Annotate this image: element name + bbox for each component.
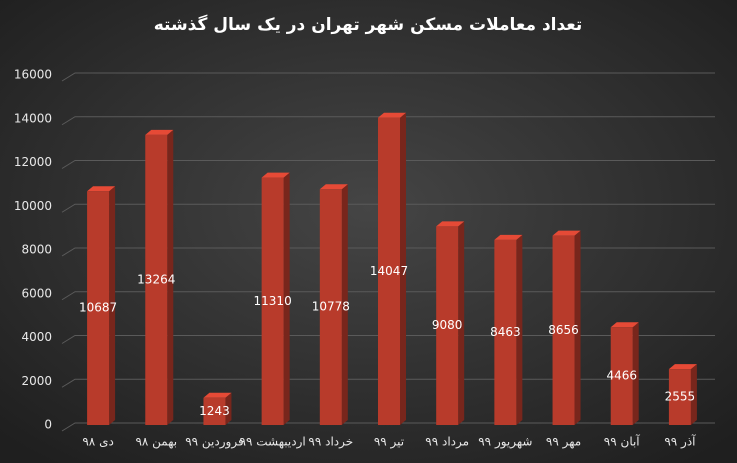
x-tick-label: مهر ۹۹	[546, 435, 581, 450]
bar-front	[378, 117, 400, 426]
bar	[552, 230, 581, 425]
bar-top	[145, 129, 174, 135]
x-tick-label: آذر ۹۹	[664, 434, 696, 450]
y-tick-label: 12000	[14, 155, 52, 169]
x-tick-label: آبان ۹۹	[604, 434, 641, 449]
bar-top	[668, 364, 697, 370]
bar-side	[632, 322, 639, 425]
value-label: 10778	[312, 300, 350, 314]
value-label: 11310	[254, 294, 292, 308]
value-label: 2555	[665, 390, 696, 404]
bar-side	[225, 392, 232, 425]
bar-side	[574, 230, 581, 425]
bar-side	[400, 112, 406, 426]
x-tick-label: دی ۹۸	[82, 435, 113, 449]
bar-top	[436, 221, 465, 227]
bar-front	[319, 189, 342, 425]
value-label: 9080	[432, 318, 463, 332]
value-label: 4466	[606, 369, 637, 383]
bar	[145, 129, 174, 425]
bar-top	[87, 186, 116, 192]
x-tick-label: اردیبهشت ۹۹	[240, 435, 306, 450]
value-label: 1243	[199, 404, 230, 418]
y-tick-label: 10000	[14, 199, 52, 213]
bar-front	[610, 327, 633, 425]
bar-top	[552, 230, 581, 236]
bar	[203, 392, 232, 425]
grid-line	[61, 160, 715, 169]
x-tick-label: شهریور ۹۹	[478, 435, 532, 450]
bar-front	[552, 235, 575, 425]
y-tick-label: 16000	[14, 68, 52, 82]
bar-side	[458, 221, 465, 425]
y-tick-label: 2000	[21, 374, 52, 388]
bar-top	[261, 172, 290, 178]
bar-side	[516, 234, 523, 425]
bar-top	[610, 322, 639, 328]
bar-front	[203, 397, 226, 425]
grid-line	[61, 72, 715, 82]
bar-side	[167, 129, 174, 425]
bar	[610, 322, 639, 425]
value-label: 8656	[548, 323, 579, 337]
y-tick-label: 8000	[21, 243, 52, 257]
x-tick-label: فروردین ۹۹	[185, 435, 243, 450]
bar-top	[203, 392, 232, 398]
y-tick-label: 0	[44, 418, 52, 432]
bar-front	[145, 134, 168, 425]
bar-front	[494, 239, 517, 425]
bar-front	[87, 191, 110, 425]
x-tick-label: بهمن ۹۸	[135, 435, 177, 450]
value-label: 10687	[79, 301, 117, 315]
x-tick-label: تیر ۹۹	[374, 435, 404, 450]
bar-top	[378, 112, 406, 118]
value-label: 8463	[490, 325, 521, 339]
bar	[494, 234, 523, 425]
bar-front	[261, 177, 284, 425]
bar-top	[319, 184, 348, 190]
bar-side	[283, 172, 290, 425]
bar-side	[690, 364, 697, 425]
value-label: 13264	[137, 272, 175, 286]
y-tick-label: 14000	[14, 111, 52, 125]
bar	[668, 364, 697, 425]
bar-top	[494, 234, 523, 240]
bar	[87, 186, 116, 425]
bar	[378, 112, 406, 426]
value-label: 14047	[370, 264, 408, 278]
bar	[261, 172, 290, 425]
grid-line	[61, 203, 715, 213]
chart-title: تعداد معاملات مسکن شهر تهران در یک سال گ…	[154, 14, 583, 35]
y-tick-label: 4000	[21, 330, 52, 344]
bar	[436, 221, 465, 425]
bar	[319, 184, 348, 425]
grid-line	[61, 116, 715, 126]
x-tick-label: مرداد ۹۹	[425, 435, 469, 450]
x-tick-label: خرداد ۹۹	[308, 435, 353, 450]
bar-front	[436, 226, 459, 425]
bar-side	[109, 186, 116, 425]
y-tick-label: 6000	[21, 286, 52, 300]
bar-side	[341, 184, 348, 425]
bar-front	[668, 369, 691, 425]
